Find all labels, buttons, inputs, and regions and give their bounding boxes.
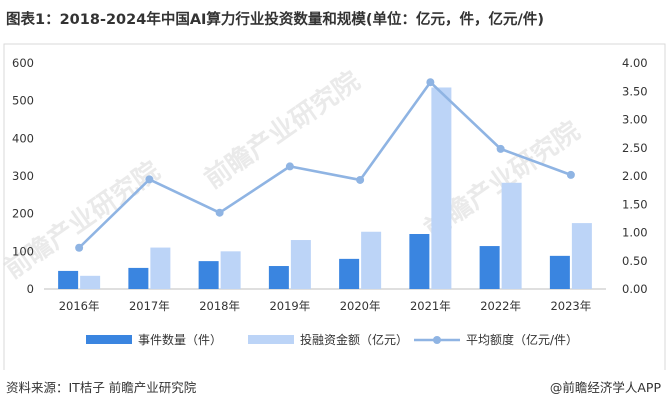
legend-label-amount: 投融资金额（亿元） [300, 332, 408, 347]
deals-bar [479, 246, 500, 289]
y-left-tick-label: 400 [12, 131, 34, 145]
deals-bar [549, 255, 570, 289]
x-tick-label: 2016年 [59, 299, 100, 313]
amount-bar [501, 182, 522, 289]
y-right-tick-label: 3.50 [622, 84, 648, 98]
legend-label-deals: 事件数量（件） [138, 332, 222, 347]
y-right-tick-label: 1.00 [622, 226, 648, 240]
chart-title: 图表1：2018-2024年中国AI算力行业投资数量和规模(单位：亿元，件，亿元… [6, 12, 544, 28]
average-point [496, 144, 505, 153]
legend: 事件数量（件） 投融资金额（亿元） 平均额度（亿元/件） [86, 332, 578, 347]
deals-bar [268, 266, 289, 289]
average-point [426, 78, 435, 87]
tick-labels: 0 100 200 300 400 500 600 0.00 0.50 1.00 1.50 2.00 2… [12, 56, 648, 313]
average-point [145, 175, 154, 184]
legend-swatch-amount [248, 335, 294, 344]
deals-bar [128, 267, 149, 289]
deals-bar [58, 270, 79, 289]
x-tick-label: 2022年 [480, 299, 521, 313]
deals-bar [198, 261, 219, 289]
deals-bar [339, 258, 360, 289]
x-tick-label: 2019年 [269, 299, 310, 313]
x-tick-label: 2020年 [340, 299, 381, 313]
average-point [285, 162, 294, 171]
x-tick-label: 2021年 [410, 299, 451, 313]
average-point [215, 208, 224, 217]
combo-chart: 0 100 200 300 400 500 600 0.00 0.50 1.00 1.50 2.00 2… [3, 43, 666, 370]
axes [3, 43, 666, 370]
legend-marker-average [433, 336, 441, 344]
amount-bar [150, 247, 171, 289]
legend-label-average: 平均额度（亿元/件） [466, 332, 578, 347]
amount-bar [80, 275, 101, 289]
average-line [75, 78, 575, 252]
average-point [75, 243, 84, 252]
amount-bar [220, 251, 241, 289]
source-note: 资料来源：IT桔子 前瞻产业研究院 [6, 380, 197, 395]
y-right-tick-label: 0.50 [622, 254, 648, 268]
amount-bar [431, 87, 452, 289]
average-point [356, 175, 365, 184]
x-tick-label: 2018年 [199, 299, 240, 313]
y-right-tick-label: 0.00 [622, 282, 648, 296]
amount-bar [290, 240, 311, 289]
y-right-tick-label: 3.00 [622, 113, 648, 127]
y-left-tick-label: 0 [27, 282, 34, 296]
y-right-tick-label: 2.50 [622, 141, 648, 155]
y-right-tick-label: 4.00 [622, 56, 648, 70]
y-left-tick-label: 300 [12, 169, 34, 183]
x-tick-label: 2017年 [129, 299, 170, 313]
legend-swatch-deals [86, 335, 132, 344]
y-left-tick-label: 600 [12, 56, 34, 70]
amount-bar [361, 231, 382, 289]
average-point [566, 170, 575, 179]
y-left-tick-label: 500 [12, 94, 34, 108]
deals-bar [409, 234, 430, 289]
chart-frame [3, 43, 666, 370]
bars [58, 87, 592, 289]
average-series-line [78, 80, 572, 249]
y-left-tick-label: 100 [12, 244, 34, 258]
y-right-tick-label: 2.00 [622, 169, 648, 183]
y-right-tick-label: 1.50 [622, 197, 648, 211]
amount-bar [571, 223, 592, 289]
brand-note: @前瞻经济学人APP [549, 380, 661, 395]
y-left-tick-label: 200 [12, 207, 34, 221]
x-tick-label: 2023年 [550, 299, 591, 313]
